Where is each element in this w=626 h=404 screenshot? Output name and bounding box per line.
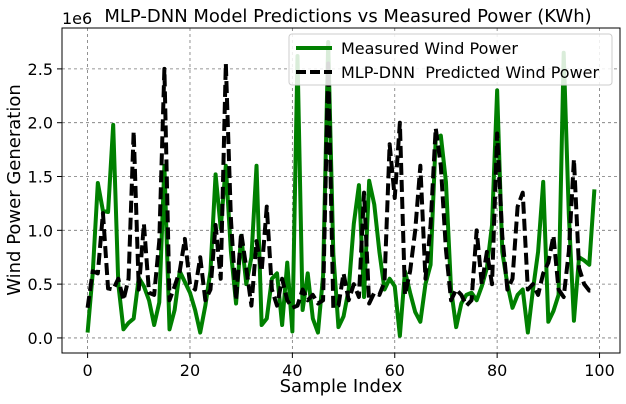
legend: Measured Wind Power MLP-DNN Predicted Wi…	[288, 33, 613, 86]
x-tick-label: 80	[487, 361, 507, 380]
plot-frame	[61, 27, 621, 354]
axis-ticks: 0 20 40 60 80 100 0.0 0.5 1.0 1.5 2.0 2.5	[28, 60, 615, 380]
y-axis-title: Wind Power Generation	[4, 84, 25, 296]
y-tick-label: 1.0	[28, 221, 53, 240]
legend-label-predicted: MLP-DNN Predicted Wind Power	[341, 63, 600, 82]
y-offset-label: 1e6	[62, 9, 92, 28]
y-tick-label: 2.5	[28, 60, 53, 79]
y-tick-label: 2.0	[28, 114, 53, 133]
x-axis-title: Sample Index	[280, 376, 403, 397]
x-tick-label: 20	[180, 361, 200, 380]
legend-box	[288, 33, 613, 86]
y-tick-label: 0.0	[28, 329, 53, 348]
chart-title: MLP-DNN Model Predictions vs Measured Po…	[104, 6, 591, 27]
x-tick-label: 100	[584, 361, 615, 380]
series-group	[85, 39, 597, 338]
x-tick-label: 60	[385, 361, 405, 380]
y-tick-label: 1.5	[28, 168, 53, 187]
y-tick-label: 0.5	[28, 275, 53, 294]
x-tick-label: 0	[83, 361, 93, 380]
legend-label-measured: Measured Wind Power	[341, 39, 518, 58]
x-tick-label: 40	[282, 361, 302, 380]
series-line-measured	[85, 39, 597, 338]
